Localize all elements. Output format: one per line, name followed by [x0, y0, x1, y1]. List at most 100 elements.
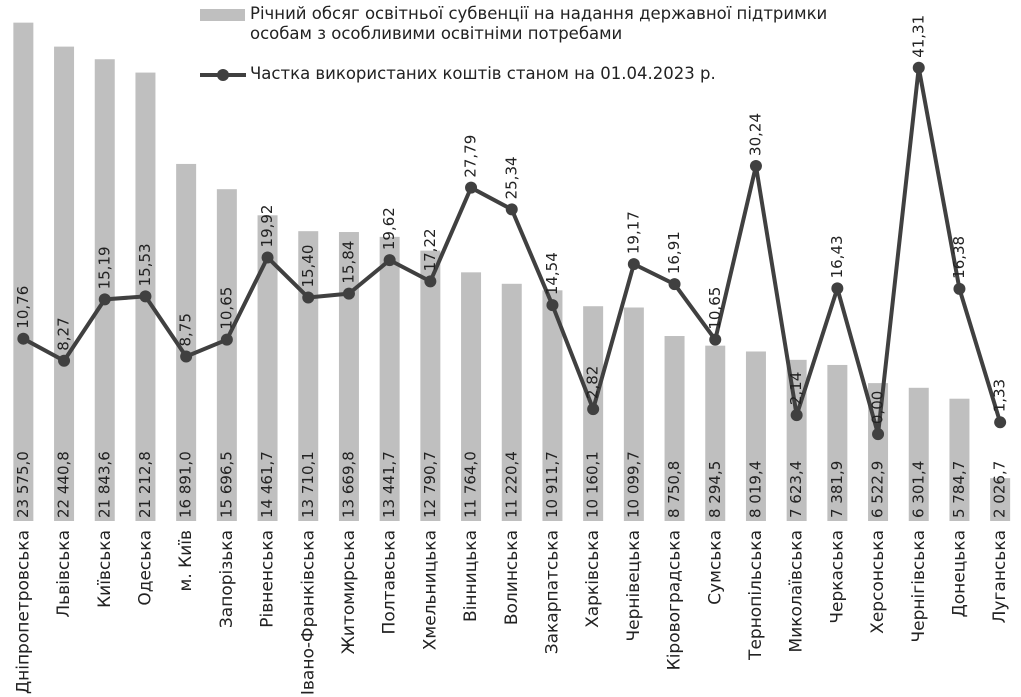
- line-value-label: 15,84: [339, 241, 357, 284]
- line-value-label: 8,27: [55, 317, 73, 350]
- x-tick-label: Житомирська: [339, 530, 359, 654]
- bar: [461, 272, 482, 521]
- legend-swatch: [200, 9, 245, 21]
- x-tick-label: Закарпатська: [542, 530, 562, 654]
- legend-label: Річний обсяг освітньої субвенції на нада…: [250, 4, 828, 43]
- legend-label: Частка використаних коштів станом на 01.…: [250, 64, 716, 83]
- line-value-label: 0,00: [869, 391, 887, 424]
- line-marker: [98, 293, 111, 306]
- line-value-label: 2,82: [584, 366, 602, 399]
- line-marker: [994, 416, 1007, 429]
- line-value-label: 16,38: [950, 236, 968, 279]
- bar: [420, 250, 441, 521]
- line-marker: [872, 428, 885, 441]
- x-tick-label: Тернопільська: [746, 530, 766, 661]
- bar-value-label: 6 522,9: [869, 461, 887, 518]
- line-marker: [912, 61, 925, 74]
- line-value-label: 41,31: [909, 15, 927, 58]
- x-tick-label: Львівська: [54, 530, 74, 618]
- x-tick-label: Одеська: [135, 530, 155, 606]
- x-tick-label: Вінницька: [461, 530, 481, 622]
- bar-value-label: 8 019,4: [746, 461, 764, 518]
- line-marker: [709, 333, 722, 346]
- line-marker: [261, 251, 274, 264]
- x-tick-label: Хмельницька: [420, 530, 440, 650]
- x-tick-label: Харківська: [583, 530, 603, 628]
- line-marker: [627, 258, 640, 271]
- line-marker: [505, 203, 518, 216]
- bar-value-label: 7 623,4: [787, 461, 805, 518]
- bar: [54, 46, 75, 521]
- line-marker: [424, 275, 437, 288]
- line-marker: [831, 282, 844, 295]
- bar: [257, 215, 278, 521]
- legend-marker: [217, 69, 229, 81]
- line-marker: [220, 333, 233, 346]
- line-value-label: 19,17: [624, 211, 642, 254]
- x-tick-label: Миколаївська: [787, 530, 807, 652]
- bar: [298, 231, 319, 521]
- bar-value-label: 8 294,5: [706, 461, 724, 518]
- bar: [745, 351, 766, 521]
- bar-value-label: 21 843,6: [95, 451, 113, 518]
- line-value-label: 2,14: [787, 372, 805, 405]
- x-tick-label: м. Київ: [176, 530, 196, 592]
- line-marker: [180, 350, 193, 363]
- line-value-label: 27,79: [462, 135, 480, 178]
- bar-value-label: 13 669,8: [339, 451, 357, 518]
- line-value-label: 25,34: [502, 156, 520, 199]
- line-marker: [302, 291, 315, 304]
- bar: [542, 290, 563, 521]
- line-value-label: 19,92: [258, 205, 276, 248]
- x-tick-label: Рівненська: [258, 530, 278, 628]
- bar: [990, 478, 1011, 521]
- line-marker: [139, 290, 152, 303]
- bar-value-label: 5 784,7: [950, 461, 968, 518]
- line-value-label: 15,53: [136, 243, 154, 286]
- line-marker: [58, 354, 71, 367]
- bar-value-label: 7 381,9: [828, 461, 846, 518]
- bar-value-label: 10 911,7: [543, 451, 561, 518]
- bar: [827, 364, 848, 521]
- line-value-label: 30,24: [746, 113, 764, 156]
- line-value-label: 10,76: [14, 286, 32, 329]
- line-marker: [383, 254, 396, 267]
- bar-value-label: 6 301,4: [909, 461, 927, 518]
- bar-value-label: 13 441,7: [380, 451, 398, 518]
- bar: [176, 163, 197, 522]
- bar: [705, 345, 726, 521]
- bar: [949, 398, 970, 521]
- line-value-label: 14,54: [543, 252, 561, 295]
- line-marker: [953, 282, 966, 295]
- line-value-label: 15,40: [299, 245, 317, 288]
- x-tick-label: Донецька: [949, 530, 969, 618]
- line-value-label: 17,22: [421, 228, 439, 271]
- line-value-label: 16,91: [665, 231, 683, 274]
- line-marker: [342, 287, 355, 300]
- line-value-label: 10,65: [706, 287, 724, 330]
- bar-value-label: 22 440,8: [55, 451, 73, 518]
- bar-value-label: 11 764,0: [462, 451, 480, 518]
- bar: [216, 189, 237, 521]
- x-tick-label: Запорізька: [217, 530, 237, 628]
- line-marker: [546, 299, 559, 312]
- line-marker: [587, 403, 600, 416]
- line-value-label: 15,19: [95, 246, 113, 289]
- line-value-label: 8,75: [177, 313, 195, 346]
- bar-value-label: 14 461,7: [258, 451, 276, 518]
- bar-value-label: 23 575,0: [14, 451, 32, 518]
- line-marker: [668, 278, 681, 291]
- bar-value-label: 12 790,7: [421, 451, 439, 518]
- x-tick-label: Кіровоградська: [665, 530, 685, 670]
- x-tick-label: Херсонська: [868, 530, 888, 634]
- line-marker: [790, 409, 803, 422]
- x-tick-label: Чернігівська: [909, 530, 929, 642]
- x-tick-label: Київська: [95, 530, 115, 608]
- line-value-label: 10,65: [217, 287, 235, 330]
- bar-value-label: 15 696,5: [217, 451, 235, 518]
- bar: [94, 59, 115, 521]
- bar: [664, 336, 685, 521]
- bar-value-label: 16 891,0: [177, 451, 195, 518]
